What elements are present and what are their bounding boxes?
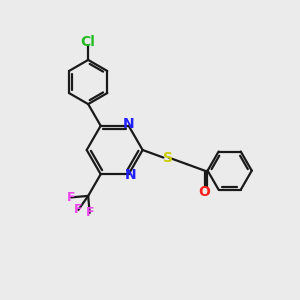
Text: O: O bbox=[199, 185, 211, 199]
Text: S: S bbox=[163, 151, 172, 165]
Text: F: F bbox=[85, 206, 94, 219]
Text: F: F bbox=[74, 203, 82, 216]
Text: N: N bbox=[123, 117, 134, 131]
Text: F: F bbox=[67, 191, 75, 204]
Text: N: N bbox=[124, 168, 136, 182]
Text: Cl: Cl bbox=[81, 35, 96, 49]
